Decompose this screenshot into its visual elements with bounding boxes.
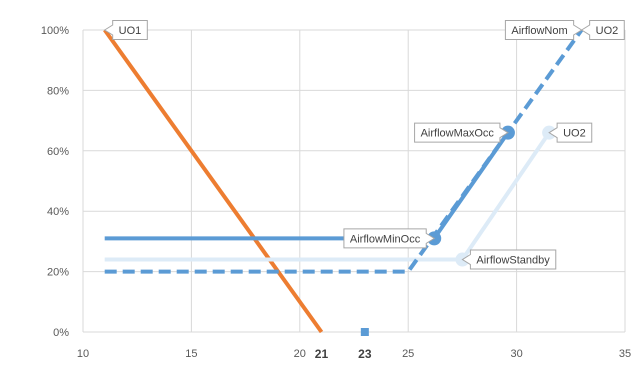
callout-box [504, 20, 583, 40]
y-tick-label: 60% [47, 146, 69, 158]
grid [82, 29, 626, 333]
annotations-layer: UO1 AirflowNom UO2 AirflowMaxOcc UO2 AirflowM… [103, 20, 625, 270]
series-line-uo1 [103, 28, 324, 334]
callout-label: AirflowMinOcc [350, 233, 421, 245]
callout-box [343, 228, 436, 249]
callout: AirflowNom [504, 20, 583, 40]
callout-label: AirflowNom [511, 25, 567, 37]
callout: UO2 [548, 122, 593, 143]
x-highlight-label: 23 [358, 347, 372, 361]
callout-box [580, 20, 625, 40]
callout: UO2 [580, 20, 625, 40]
callout-label: AirflowStandby [476, 255, 550, 267]
x-tick-label: 20 [294, 348, 306, 360]
y-tick-label: 80% [47, 85, 69, 97]
callout-box [548, 122, 593, 143]
y-tick-label: 40% [47, 206, 69, 218]
callout-label: UO1 [119, 25, 142, 37]
callout: AirflowMaxOcc [414, 122, 509, 143]
square-marker [360, 328, 369, 336]
callout: AirflowStandby [461, 249, 557, 270]
callout: UO1 [103, 20, 148, 40]
callout-box [103, 20, 148, 40]
x-tick-label: 25 [402, 348, 414, 360]
callout-label: AirflowMaxOcc [421, 128, 495, 140]
callout-box [414, 122, 509, 143]
callout-box [461, 249, 557, 270]
series-line-dashed [104, 28, 584, 274]
x-highlight-label: 21 [315, 347, 329, 361]
y-tick-label: 0% [53, 327, 69, 339]
callout: AirflowMinOcc [343, 228, 436, 249]
callout-label: UO2 [563, 128, 586, 140]
x-tick-label: 30 [510, 348, 522, 360]
callout-label: UO2 [596, 25, 619, 37]
x-tick-label: 35 [619, 348, 631, 360]
x-tick-label: 10 [77, 348, 89, 360]
y-tick-label: 20% [47, 267, 69, 279]
x-tick-label: 15 [185, 348, 197, 360]
y-tick-label: 100% [41, 25, 69, 37]
axes: 0% 20% 40% 60% 80% 100% 10 15 20 25 30 35 21 23 [41, 25, 631, 361]
